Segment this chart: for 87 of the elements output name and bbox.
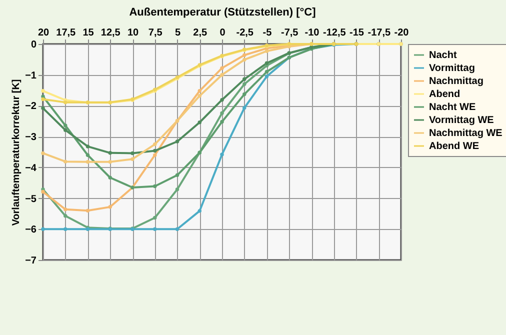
point [175, 140, 180, 144]
point [41, 89, 45, 93]
point [41, 97, 45, 102]
point [220, 72, 224, 77]
point [64, 227, 68, 232]
x-tick-label: -5 [262, 28, 272, 38]
point [130, 151, 134, 156]
point [264, 74, 269, 78]
point [153, 216, 157, 220]
point [108, 176, 112, 180]
legend-label: Abend [429, 89, 460, 100]
point [108, 160, 112, 164]
x-tick-label: 5 [174, 28, 181, 38]
point [242, 82, 246, 86]
x-tick-label: 20 [38, 28, 50, 38]
x-tick-label: -2,5 [236, 28, 254, 38]
y-axis-title: Vorlauftemperaturkorrektur [K] [11, 79, 22, 226]
point [153, 148, 157, 153]
y-tick-label: −5 [25, 194, 37, 205]
point [64, 128, 68, 132]
point [153, 184, 157, 188]
point [198, 120, 202, 124]
y-tick-label: −3 [25, 132, 37, 144]
point [153, 142, 157, 146]
x-tick-label: 12,5 [100, 28, 121, 38]
y-tick-label: −7 [25, 256, 37, 266]
point [130, 157, 134, 161]
point [198, 209, 202, 213]
point [64, 124, 68, 128]
point [198, 89, 202, 93]
point [220, 66, 224, 70]
point [86, 160, 90, 164]
x-tick-label: 10 [127, 28, 139, 38]
point [108, 151, 112, 155]
point [64, 160, 68, 164]
y-tick-label: −4 [25, 162, 37, 174]
point [41, 190, 45, 194]
y-tick-label: −1 [25, 70, 37, 82]
point [41, 227, 45, 232]
x-tick-label: 2,5 [193, 28, 208, 38]
x-tick-label: -15 [350, 28, 364, 38]
legend-label: Nacht WE [429, 102, 476, 113]
point [220, 152, 224, 156]
point [64, 214, 68, 218]
point [153, 153, 157, 157]
point [64, 208, 68, 212]
legend-label: Nachmittag WE [429, 128, 503, 139]
x-tick-label: 7,5 [148, 28, 163, 38]
point [198, 94, 202, 98]
x-tick-label: -10 [304, 28, 320, 38]
x-tick-label: 0 [220, 28, 226, 38]
point [220, 120, 224, 124]
point [86, 208, 90, 212]
point [242, 77, 246, 82]
point [264, 49, 269, 53]
x-tick-label: -17,5 [368, 28, 391, 38]
point [242, 92, 246, 96]
point [153, 227, 157, 232]
legend-label: Nacht [429, 50, 458, 61]
point [86, 153, 90, 157]
legend-label: Abend WE [429, 141, 480, 152]
point [264, 70, 269, 74]
x-axis-title: Außentemperatur (Stützstellen) [°C] [129, 6, 316, 18]
point [108, 205, 112, 209]
x-tick-label: -7,5 [281, 28, 299, 38]
point [41, 106, 45, 110]
x-tick-label: 17,5 [56, 28, 76, 38]
point [242, 106, 246, 110]
legend-label: Nachmittag [429, 76, 484, 87]
point [86, 144, 90, 148]
y-tick-label: −6 [25, 224, 37, 236]
legend-label: Vormittag WE [429, 115, 494, 126]
point [220, 111, 224, 115]
point [41, 151, 45, 156]
point [220, 98, 224, 102]
point [264, 61, 269, 65]
x-tick-label: -12,5 [322, 28, 346, 38]
point [175, 227, 180, 232]
legend-label: Vormittag [429, 63, 475, 74]
y-tick-label: 0 [30, 40, 37, 50]
point [175, 187, 180, 192]
y-tick-label: −2 [25, 101, 37, 112]
point [242, 53, 246, 57]
point [175, 173, 180, 178]
x-tick-label: -20 [394, 28, 410, 38]
point [242, 58, 246, 62]
x-tick-label: 15 [82, 28, 94, 38]
